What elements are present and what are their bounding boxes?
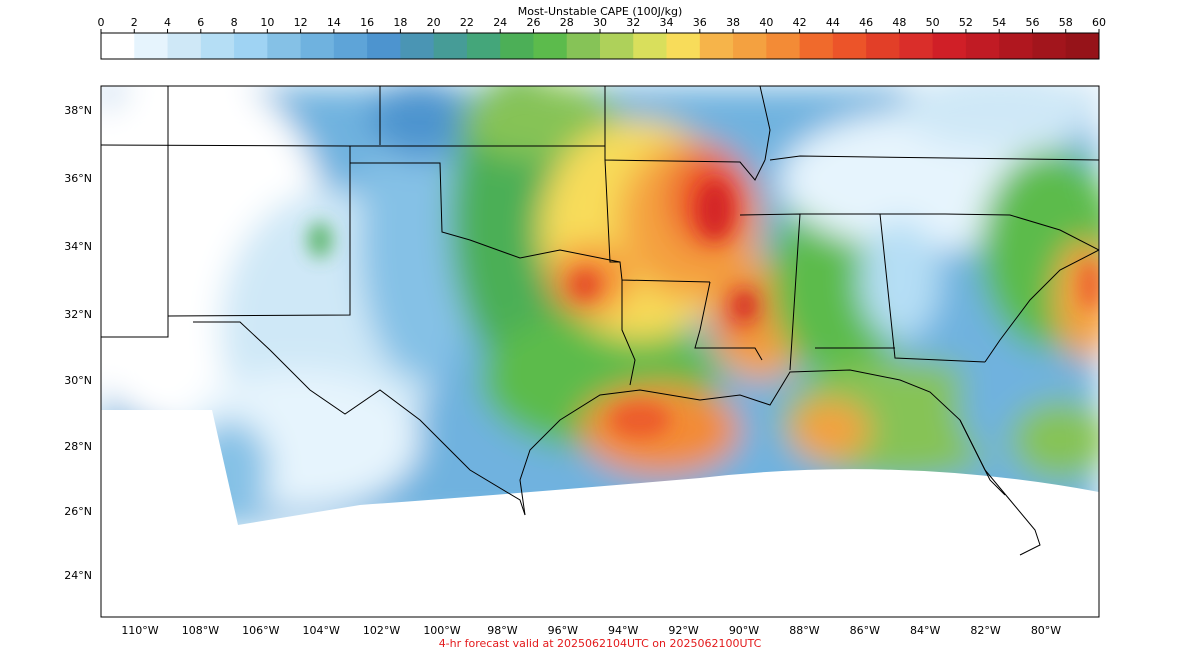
colorbar-swatch bbox=[500, 33, 534, 59]
colorbar-swatch bbox=[267, 33, 302, 59]
colorbar-tick-label: 4 bbox=[164, 16, 171, 29]
longitude-label: 108°W bbox=[182, 624, 219, 637]
latitude-label: 32°N bbox=[64, 308, 92, 321]
longitude-label: 84°W bbox=[910, 624, 940, 637]
colorbar-tick-label: 0 bbox=[98, 16, 105, 29]
longitude-label: 110°W bbox=[121, 624, 158, 637]
colorbar-swatch bbox=[633, 33, 668, 59]
latitude-labels: 38°N 36°N 34°N 32°N 30°N 28°N 26°N 24°N bbox=[64, 104, 92, 582]
colorbar-swatch bbox=[566, 33, 601, 59]
longitude-label: 106°W bbox=[242, 624, 279, 637]
colorbar-swatch bbox=[699, 33, 734, 59]
colorbar-swatch bbox=[400, 33, 435, 59]
longitude-label: 102°W bbox=[363, 624, 400, 637]
colorbar-swatch bbox=[666, 33, 701, 59]
colorbar-tick-label: 22 bbox=[460, 16, 474, 29]
colorbar-swatch bbox=[433, 33, 468, 59]
colorbar-tick-label: 50 bbox=[926, 16, 940, 29]
colorbar-tick-label: 34 bbox=[660, 16, 674, 29]
longitude-label: 98°W bbox=[487, 624, 517, 637]
colorbar-tick-label: 28 bbox=[560, 16, 574, 29]
cape-field bbox=[101, 86, 1099, 525]
colorbar-tick-label: 46 bbox=[859, 16, 873, 29]
longitude-label: 92°W bbox=[668, 624, 698, 637]
longitude-labels: 110°W 108°W 106°W 104°W 102°W 100°W 98°W 96°W 94… bbox=[121, 624, 1061, 637]
colorbar-swatch bbox=[600, 33, 634, 59]
colorbar-swatch bbox=[733, 33, 767, 59]
colorbar-tick-label: 6 bbox=[197, 16, 204, 29]
colorbar-tick-label: 18 bbox=[393, 16, 407, 29]
map-panel bbox=[101, 86, 1099, 617]
longitude-label: 80°W bbox=[1031, 624, 1061, 637]
colorbar-swatch bbox=[134, 33, 169, 59]
colorbar-tick-label: 8 bbox=[231, 16, 238, 29]
latitude-label: 30°N bbox=[64, 374, 92, 387]
colorbar-tick-label: 40 bbox=[759, 16, 773, 29]
colorbar-tick-label: 48 bbox=[892, 16, 906, 29]
colorbar-swatch bbox=[200, 33, 235, 59]
latitude-label: 34°N bbox=[64, 240, 92, 253]
colorbar-tick-label: 14 bbox=[327, 16, 341, 29]
cape-colorbar: 0 2 4 6 8 10 12 14 16 18 20 22 24 26 28 30 32 34 36 38 40 42 4… bbox=[98, 16, 1106, 60]
colorbar-tick-label: 60 bbox=[1092, 16, 1106, 29]
colorbar-swatch bbox=[167, 33, 202, 59]
colorbar-swatch bbox=[932, 33, 967, 59]
colorbar-swatch bbox=[101, 33, 135, 59]
colorbar-tick-label: 20 bbox=[427, 16, 441, 29]
forecast-valid-caption: 4-hr forecast valid at 2025062104UTC on … bbox=[439, 637, 762, 650]
colorbar-tick-label: 44 bbox=[826, 16, 840, 29]
latitude-label: 24°N bbox=[64, 569, 92, 582]
colorbar-tick-label: 30 bbox=[593, 16, 607, 29]
map-frame bbox=[100, 85, 1100, 618]
colorbar-swatch bbox=[1065, 33, 1100, 59]
colorbar-tick-label: 16 bbox=[360, 16, 374, 29]
colorbar-tick-label: 42 bbox=[793, 16, 807, 29]
colorbar-swatch bbox=[1032, 33, 1067, 59]
colorbar-swatch bbox=[234, 33, 268, 59]
colorbar-swatch bbox=[367, 33, 401, 59]
longitude-label: 104°W bbox=[303, 624, 340, 637]
colorbar-tick-label: 24 bbox=[493, 16, 507, 29]
colorbar-swatch bbox=[466, 33, 501, 59]
colorbar-swatch bbox=[533, 33, 568, 59]
colorbar-tick-label: 2 bbox=[131, 16, 138, 29]
colorbar-swatch bbox=[300, 33, 335, 59]
colorbar-tick-label: 10 bbox=[260, 16, 274, 29]
colorbar-tick-label: 38 bbox=[726, 16, 740, 29]
colorbar-swatch bbox=[899, 33, 934, 59]
colorbar-swatch bbox=[799, 33, 834, 59]
latitude-label: 36°N bbox=[64, 172, 92, 185]
colorbar-swatch bbox=[766, 33, 801, 59]
colorbar-tick-label: 32 bbox=[626, 16, 640, 29]
colorbar-swatch bbox=[866, 33, 900, 59]
colorbar-swatch bbox=[832, 33, 867, 59]
political-boundaries bbox=[101, 86, 1099, 556]
colorbar-tick-label: 58 bbox=[1059, 16, 1073, 29]
colorbar-swatch bbox=[965, 33, 1000, 59]
colorbar-tick-label: 26 bbox=[526, 16, 540, 29]
colorbar-title: Most-Unstable CAPE (100J/kg) bbox=[518, 5, 683, 18]
colorbar-tick-label: 52 bbox=[959, 16, 973, 29]
longitude-label: 82°W bbox=[970, 624, 1000, 637]
longitude-label: 100°W bbox=[423, 624, 460, 637]
longitude-label: 94°W bbox=[608, 624, 638, 637]
colorbar-tick-label: 56 bbox=[1025, 16, 1039, 29]
longitude-label: 96°W bbox=[548, 624, 578, 637]
latitude-label: 28°N bbox=[64, 440, 92, 453]
longitude-label: 88°W bbox=[789, 624, 819, 637]
colorbar-tick-label: 54 bbox=[992, 16, 1006, 29]
latitude-label: 38°N bbox=[64, 104, 92, 117]
longitude-label: 86°W bbox=[850, 624, 880, 637]
colorbar-swatch bbox=[999, 33, 1033, 59]
colorbar-tick-label: 12 bbox=[294, 16, 308, 29]
latitude-label: 26°N bbox=[64, 505, 92, 518]
longitude-label: 90°W bbox=[729, 624, 759, 637]
colorbar-tick-label: 36 bbox=[693, 16, 707, 29]
colorbar-swatch bbox=[333, 33, 368, 59]
